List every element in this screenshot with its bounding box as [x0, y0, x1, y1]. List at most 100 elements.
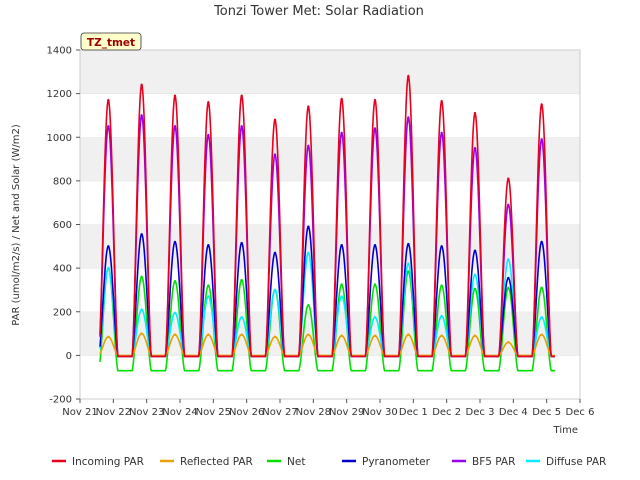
legend-item: Net: [267, 456, 305, 468]
data-point: [507, 177, 510, 180]
data-point: [140, 332, 143, 335]
data-point: [340, 244, 343, 247]
data-point: [273, 288, 277, 292]
legend-item: BF5 PAR: [452, 456, 515, 468]
data-point: [273, 153, 277, 156]
data-point: [407, 270, 410, 273]
data-point: [540, 240, 543, 244]
annotation-box: [80, 32, 142, 51]
data-point: [273, 118, 277, 122]
data-point: [307, 225, 310, 228]
data-point: [307, 333, 310, 336]
data-point: [240, 125, 243, 128]
y-tick-label: 600: [53, 220, 72, 231]
y-tick-label: 1200: [47, 89, 72, 100]
x-tick-label: Nov 30: [362, 407, 397, 418]
x-tick-label: Nov 23: [129, 407, 164, 418]
legend-label: Reflected PAR: [180, 456, 253, 468]
data-point: [507, 203, 510, 207]
data-point: [240, 94, 243, 98]
data-point: [540, 286, 543, 289]
data-point: [207, 333, 210, 336]
data-point: [473, 334, 477, 337]
data-point: [407, 242, 410, 246]
chart-title: Tonzi Tower Met: Solar Radiation: [213, 4, 424, 19]
x-tick-label: Nov 29: [329, 407, 364, 418]
data-point: [340, 334, 343, 337]
data-point: [273, 251, 277, 255]
x-tick-label: Nov 28: [296, 407, 331, 418]
y-axis: -200 0 200 400 600 800 1000 1200 1400: [47, 46, 80, 406]
data-point: [473, 273, 477, 276]
annotation-tag: TZ_tmet: [80, 32, 142, 51]
data-point: [140, 83, 143, 87]
grid-bands: [80, 49, 580, 399]
data-point: [173, 280, 177, 283]
data-point: [373, 283, 377, 286]
data-point: [340, 295, 343, 298]
x-tick-label: Nov 26: [229, 407, 264, 418]
data-point: [140, 308, 143, 311]
y-tick-label: 400: [53, 264, 72, 275]
series-line-net: [99, 267, 555, 372]
x-tick-label: Nov 27: [262, 407, 297, 418]
data-point: [440, 284, 443, 287]
data-point: [407, 262, 410, 265]
data-point: [540, 333, 543, 336]
data-point: [107, 245, 110, 248]
x-tick-label: Dec 6: [566, 407, 595, 418]
data-point: [507, 258, 510, 261]
data-point: [473, 287, 477, 291]
data-point: [373, 316, 377, 319]
data-point: [507, 276, 510, 280]
data-point: [340, 97, 343, 101]
data-point: [373, 244, 377, 247]
data-point: [207, 284, 210, 287]
grid-band: [80, 137, 580, 181]
data-point: [373, 127, 377, 130]
data-point: [540, 103, 543, 106]
x-tick-label: Dec 1: [399, 407, 428, 418]
data-point: [307, 304, 310, 307]
data-point: [473, 146, 477, 150]
data-point: [440, 131, 443, 135]
legend-label: Diffuse PAR: [546, 456, 606, 468]
data-point: [473, 249, 477, 252]
legend-label: Pyranometer: [362, 456, 431, 468]
y-tick-label: 200: [53, 307, 72, 318]
legend-item: Reflected PAR: [160, 456, 253, 468]
x-tick-label: Nov 24: [162, 407, 197, 418]
data-point: [240, 278, 243, 282]
y-tick-label: 1400: [47, 46, 72, 57]
legend-item: Incoming PAR: [52, 456, 144, 468]
legend-label: Incoming PAR: [72, 456, 144, 468]
data-point: [173, 240, 177, 244]
y-tick-label: -200: [49, 395, 72, 406]
grid-band: [80, 355, 580, 399]
legend-label: Net: [287, 456, 305, 468]
data-point: [340, 131, 343, 135]
grid-band: [80, 50, 580, 94]
data-point: [440, 245, 443, 248]
data-point: [307, 251, 310, 255]
series-line-incoming-par: [99, 74, 555, 358]
data-point: [407, 333, 410, 336]
x-tick-label: Dec 2: [432, 407, 461, 418]
data-point: [173, 94, 177, 98]
x-axis-title: Time: [553, 425, 578, 436]
data-point: [173, 333, 177, 336]
data-point: [140, 275, 143, 279]
data-point: [507, 286, 510, 289]
y-tick-label: 800: [53, 176, 72, 187]
y-tick-label: 0: [66, 351, 72, 362]
data-point: [107, 266, 110, 270]
x-tick-label: Dec 5: [532, 407, 561, 418]
grid-band: [80, 311, 580, 356]
y-axis-title: PAR (umol/m2/s) / Net and Solar (W/m2): [11, 124, 22, 326]
data-point: [240, 241, 243, 245]
data-point: [240, 316, 243, 319]
data-point: [373, 98, 377, 102]
legend: Incoming PAR Reflected PAR Net Pyranometer B…: [52, 456, 606, 468]
grid-band: [80, 180, 580, 225]
y-tick-label: 1000: [47, 133, 72, 144]
